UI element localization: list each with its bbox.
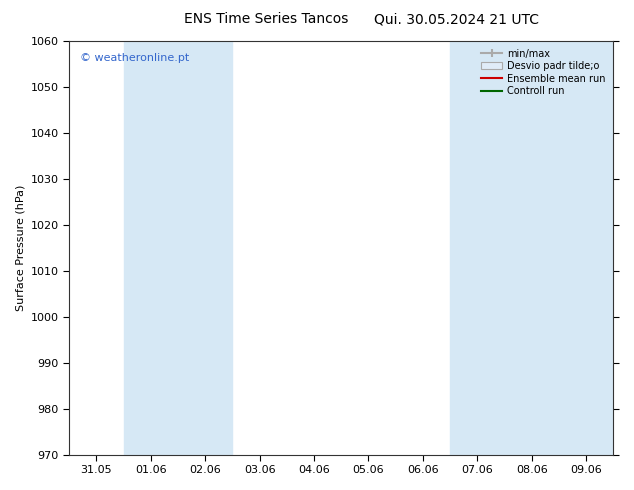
Bar <box>450 41 614 455</box>
Y-axis label: Surface Pressure (hPa): Surface Pressure (hPa) <box>15 185 25 311</box>
Text: © weatheronline.pt: © weatheronline.pt <box>80 53 189 64</box>
Legend: min/max, Desvio padr tilde;o, Ensemble mean run, Controll run: min/max, Desvio padr tilde;o, Ensemble m… <box>478 46 609 99</box>
Text: ENS Time Series Tancos: ENS Time Series Tancos <box>184 12 349 26</box>
Bar <box>124 41 233 455</box>
Text: Qui. 30.05.2024 21 UTC: Qui. 30.05.2024 21 UTC <box>374 12 539 26</box>
